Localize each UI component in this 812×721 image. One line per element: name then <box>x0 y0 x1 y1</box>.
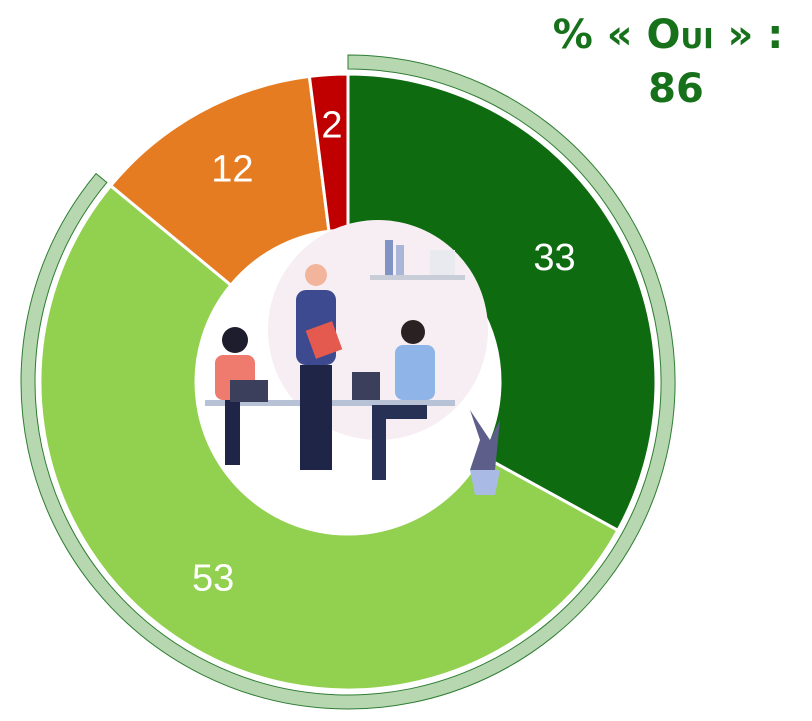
donut: 33 53 12 2 <box>20 54 676 710</box>
highlight-ring <box>20 54 676 710</box>
data-label: 33 <box>533 237 575 279</box>
data-label: 12 <box>211 149 253 191</box>
donut-slice <box>38 183 620 692</box>
chart-title: % « Oui » : <box>553 12 784 58</box>
highlight-label: 86 <box>648 66 704 112</box>
illustration <box>198 220 500 532</box>
data-label: 53 <box>192 558 234 600</box>
data-label: 2 <box>321 105 342 147</box>
